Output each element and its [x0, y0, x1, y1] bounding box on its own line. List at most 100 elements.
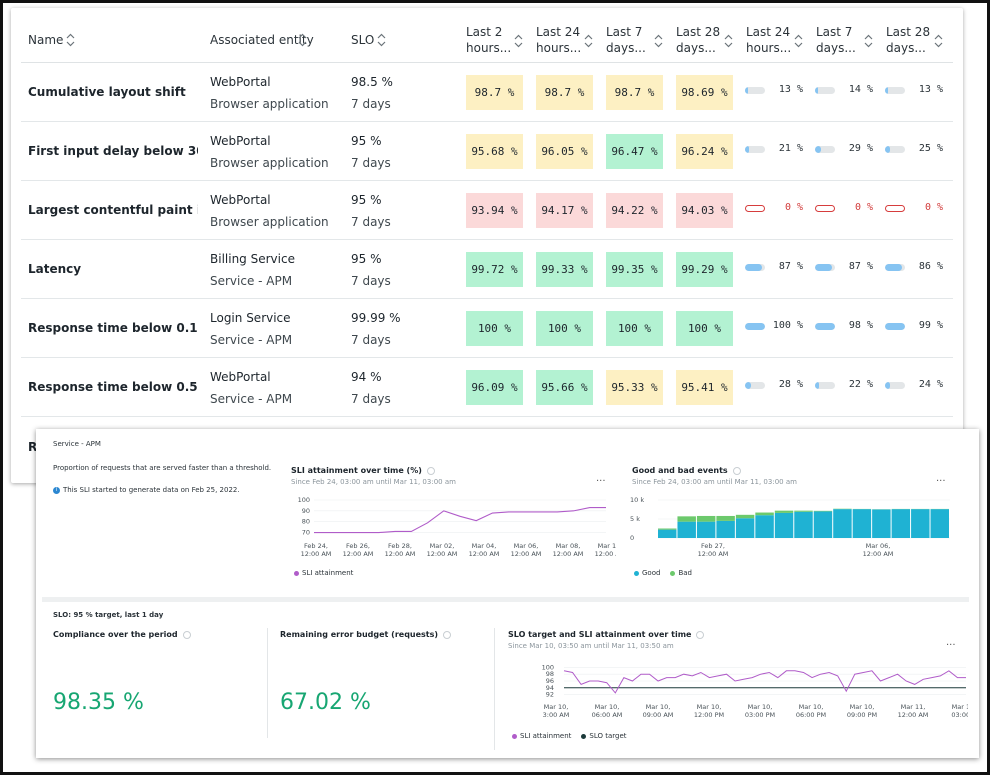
entity-name[interactable]: WebPortal: [210, 75, 271, 89]
legend-target-label: SLO target: [589, 732, 627, 740]
good-bar: [852, 509, 872, 538]
sort-icon[interactable]: [514, 34, 523, 48]
table-row[interactable]: Latency Billing Service Service - APM 95 % 7…: [21, 240, 953, 299]
error-budget-value: 86 %: [918, 261, 943, 272]
good-bar: [891, 509, 911, 538]
table-header: Name Associated entity SLO Last 2 hours..…: [21, 8, 953, 63]
error-budget-cell: 99 %: [883, 319, 945, 335]
sort-icon[interactable]: [794, 34, 803, 48]
table-row[interactable]: Cumulative layout shift WebPortal Browser …: [21, 63, 953, 122]
entity-name[interactable]: WebPortal: [210, 193, 271, 207]
x-tick-label: Mar 04,: [472, 542, 497, 550]
error-budget-fill: [885, 264, 902, 271]
header-entity[interactable]: Associated entity: [210, 32, 314, 48]
error-budget-bar: [745, 382, 765, 389]
header-period-5[interactable]: Last 7 days...: [816, 24, 873, 56]
good-bar: [735, 518, 755, 538]
help-icon[interactable]: [443, 630, 452, 639]
error-budget-bar: [815, 323, 835, 330]
sort-icon[interactable]: [654, 34, 663, 48]
error-budget-cell: 25 %: [883, 142, 945, 158]
error-budget-cell: 86 %: [883, 260, 945, 276]
table-row[interactable]: Response time below 0.1 sec an... Login S…: [21, 299, 953, 358]
y-tick-label: 92: [546, 691, 554, 699]
attainment-cell: 96.24 %: [676, 134, 733, 169]
help-icon[interactable]: [732, 466, 741, 475]
entity-name[interactable]: WebPortal: [210, 370, 271, 384]
slo-period: 7 days: [351, 156, 391, 170]
bad-bar: [794, 510, 813, 512]
attainment-cell: 93.94 %: [466, 193, 523, 228]
legend-bad-label: Bad: [678, 569, 692, 577]
header-period-2[interactable]: Last 7 days...: [606, 24, 663, 56]
attainment-cell: 98.7 %: [606, 75, 663, 110]
header-period-6[interactable]: Last 28 days...: [886, 24, 943, 56]
header-period-4[interactable]: Last 24 hours...: [746, 24, 803, 56]
legend-sli-label: SLI attainment: [302, 569, 354, 577]
help-icon[interactable]: [696, 630, 705, 639]
sort-icon[interactable]: [934, 34, 943, 48]
slo-name[interactable]: Response time below 0.5 seconds: [28, 380, 198, 394]
header-slo[interactable]: SLO: [351, 32, 386, 48]
entity-name[interactable]: Login Service: [210, 311, 291, 325]
sort-icon[interactable]: [66, 33, 75, 47]
header-period-line2: hours...: [746, 41, 792, 55]
x-tick-label: 12:00 AM: [385, 550, 416, 558]
sort-icon[interactable]: [298, 33, 307, 47]
slo-chart-legend: SLI attainment SLO target: [512, 732, 627, 740]
attainment-cell: 99.29 %: [676, 252, 733, 287]
legend-bad: Bad: [670, 569, 692, 577]
table-row[interactable]: Response time below 0.5 seconds WebPortal…: [21, 358, 953, 417]
entity-type: Browser application: [210, 97, 329, 111]
sort-icon[interactable]: [724, 34, 733, 48]
error-budget-cell: 87 %: [813, 260, 875, 276]
table-row[interactable]: First input delay below 300ms WebPortal Br…: [21, 122, 953, 181]
slo-name[interactable]: First input delay below 300ms: [28, 144, 198, 158]
slo-name[interactable]: Response time below 0.1 sec an...: [28, 321, 198, 335]
slo-chart-subtitle: Since Mar 10, 03:50 am until Mar 11, 03:…: [508, 642, 674, 650]
header-period-line1: Last 2: [466, 25, 503, 39]
legend-dot-icon: [581, 733, 587, 739]
x-tick-label: Mar 10,: [748, 703, 773, 711]
error-budget-fill: [815, 264, 832, 271]
header-period-line1: Last 24: [536, 25, 581, 39]
error-budget-bar: [815, 205, 835, 212]
error-budget-value: 0 %: [784, 202, 803, 213]
attainment-cell: 94.17 %: [536, 193, 593, 228]
error-budget-bar: [885, 87, 905, 94]
table-row[interactable]: Largest contentful paint is less t... Web…: [21, 181, 953, 240]
slo-name[interactable]: Cumulative layout shift: [28, 85, 186, 99]
entity-name[interactable]: Billing Service: [210, 252, 295, 266]
header-name[interactable]: Name: [28, 32, 75, 48]
sli-info-text: This SLI started to generate data on Feb…: [63, 486, 240, 494]
header-period-line1: Last 24: [746, 25, 791, 39]
error-budget-bar: [885, 323, 905, 330]
x-tick-label: 12:00 AM: [595, 550, 616, 558]
slo-name[interactable]: Largest contentful paint is less t...: [28, 203, 198, 217]
bad-bar: [735, 514, 755, 519]
x-tick-label: 06:00 AM: [592, 711, 623, 719]
y-tick-label: 100: [298, 496, 310, 504]
error-budget-value: 28 %: [778, 379, 803, 390]
help-icon[interactable]: [182, 630, 191, 639]
error-budget-bar: [815, 264, 835, 271]
header-period-line2: days...: [676, 41, 716, 55]
sort-icon[interactable]: [864, 34, 873, 48]
header-period-0[interactable]: Last 2 hours...: [466, 24, 523, 56]
header-period-line1: Last 7: [816, 25, 853, 39]
header-period-3[interactable]: Last 28 days...: [676, 24, 733, 56]
attainment-cell: 100 %: [466, 311, 523, 346]
help-icon[interactable]: [426, 466, 435, 475]
entity-name[interactable]: WebPortal: [210, 134, 271, 148]
x-tick-label: Feb 27,: [701, 542, 725, 550]
error-budget-bar: [745, 323, 765, 330]
more-menu-icon[interactable]: ...: [946, 637, 956, 648]
sort-icon[interactable]: [377, 33, 386, 47]
x-tick-label: 09:00 PM: [847, 711, 877, 719]
sort-icon[interactable]: [584, 34, 593, 48]
slo-period: 7 days: [351, 97, 391, 111]
more-menu-icon[interactable]: ...: [936, 473, 946, 484]
header-period-1[interactable]: Last 24 hours...: [536, 24, 593, 56]
more-menu-icon[interactable]: ...: [596, 473, 606, 484]
slo-name[interactable]: Latency: [28, 262, 82, 276]
